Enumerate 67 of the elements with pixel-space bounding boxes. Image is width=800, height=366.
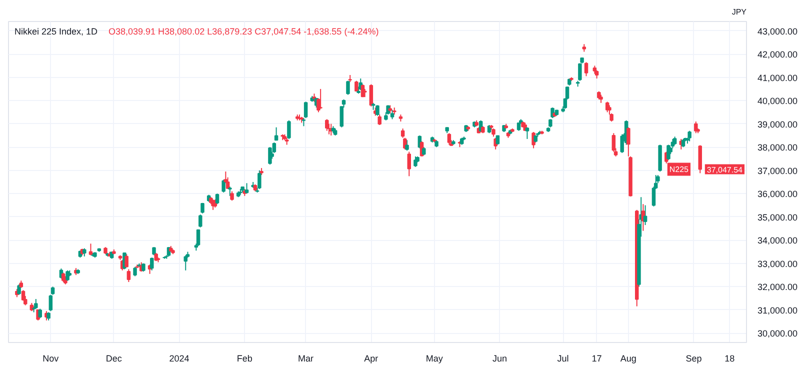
y-tick-label: 38,000.00 (758, 142, 798, 153)
x-tick-label: 17 (592, 354, 602, 364)
x-tick-label: Dec (106, 354, 122, 364)
candlestick (38, 308, 42, 319)
y-tick-label: 39,000.00 (758, 119, 798, 130)
x-tick-label: 2024 (169, 354, 190, 364)
y-axis-title: JPY (732, 8, 748, 16)
candlestick (34, 298, 38, 310)
candlestick (126, 268, 131, 283)
x-tick-label: Apr (364, 354, 378, 364)
candlestick (405, 140, 409, 152)
x-tick-label: Nov (42, 354, 60, 364)
candlestick (325, 118, 329, 132)
candlestick (643, 204, 648, 226)
x-tick-label: Jun (492, 354, 508, 364)
candlestick (150, 257, 154, 271)
candlestick (327, 123, 331, 135)
candlestick (688, 130, 692, 142)
y-tick-label: 40,000.00 (758, 96, 798, 106)
text: Nikkei 225 Index, 1D (14, 26, 98, 36)
candlestick (17, 284, 21, 296)
x-tick-label: Mar (298, 354, 314, 364)
candlestick (258, 170, 262, 190)
candlestick (584, 62, 588, 77)
candlestick (369, 84, 374, 107)
y-tick-label: 30,000.00 (758, 328, 798, 339)
candlestick (407, 151, 411, 177)
y-tick-label: 41,000.00 (758, 72, 798, 83)
candlestick (230, 190, 234, 202)
y-tick-label: 31,000.00 (758, 305, 798, 316)
candlestick (698, 144, 702, 174)
y-tick-label: 42,000.00 (758, 50, 798, 60)
x-tick-label: May (426, 354, 444, 364)
annotation: 37,047.54 (706, 165, 744, 174)
candlestick (198, 214, 202, 228)
candlestick (274, 126, 278, 141)
candlestick (24, 295, 28, 306)
x-tick-label: Sep (686, 354, 702, 364)
x-tick-label: Jul (557, 354, 569, 364)
candlestick (228, 186, 232, 196)
candlestick (318, 88, 322, 110)
x-tick-label: Aug (620, 354, 636, 364)
y-tick-label: 34,000.00 (758, 236, 798, 246)
annotation: N225 (669, 164, 690, 174)
candlestick (222, 179, 226, 193)
y-tick-label: 33,000.00 (758, 258, 798, 269)
y-tick-label: 35,000.00 (758, 212, 798, 222)
candlestick (124, 254, 128, 268)
candlestick (287, 120, 291, 140)
candlestick (196, 229, 200, 246)
y-tick-label: 43,000.00 (758, 26, 798, 36)
y-tick-label: 36,000.00 (758, 189, 798, 200)
candlestick (184, 254, 188, 271)
candlestick (215, 193, 220, 205)
x-tick-label: Feb (236, 354, 252, 364)
candlestick (133, 266, 137, 277)
y-tick-label: 37,000.00 (758, 166, 798, 176)
candlestick (390, 109, 394, 120)
candlestick (244, 182, 249, 194)
candlestick (346, 80, 350, 96)
y-tick-label: 32,000.00 (758, 282, 798, 292)
candlestick (378, 114, 382, 126)
candlestick (304, 101, 308, 119)
candlestick (612, 132, 616, 152)
x-tick-label: 18 (724, 354, 735, 364)
text: O38,039.91 H38,080.02 L36,879.23 C37,047.54 -1,638.55 (-4.24%) (108, 26, 379, 36)
candlestick (354, 80, 358, 92)
